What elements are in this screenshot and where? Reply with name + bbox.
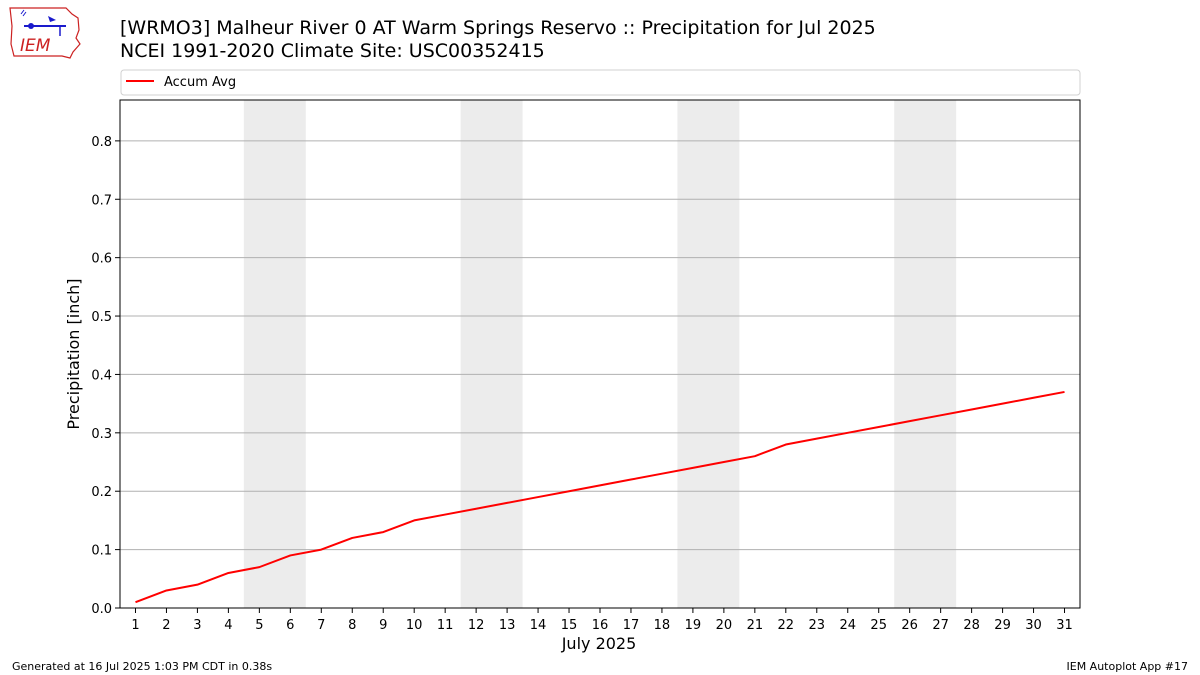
x-tick-label: 23	[809, 618, 826, 633]
chart-title: [WRMO3] Malheur River 0 AT Warm Springs …	[120, 17, 876, 39]
y-tick-label: 0.5	[91, 310, 112, 325]
y-tick-label: 0.0	[91, 602, 112, 617]
x-tick-label: 16	[592, 618, 609, 633]
generated-footer: Generated at 16 Jul 2025 1:03 PM CDT in …	[12, 660, 273, 673]
x-tick-label: 21	[747, 618, 764, 633]
iem-logo: IEM	[9, 7, 81, 59]
legend-box	[120, 69, 1081, 96]
y-tick-label: 0.8	[91, 135, 112, 150]
app-footer: IEM Autoplot App #17	[1066, 660, 1189, 673]
x-tick-label: 12	[468, 618, 485, 633]
x-tick-label: 4	[224, 618, 232, 633]
x-tick-label: 26	[901, 618, 918, 633]
grid-lines	[120, 140, 1080, 551]
weekend-band	[243, 100, 306, 608]
x-tick-label: 29	[994, 618, 1011, 633]
x-tick-label: 25	[870, 618, 887, 633]
x-tick-label: 14	[530, 618, 547, 633]
weekend-bands	[243, 100, 957, 608]
x-tick-label: 8	[348, 618, 356, 633]
x-tick-label: 20	[716, 618, 733, 633]
legend-label: Accum Avg	[164, 75, 236, 90]
y-tick-label: 0.6	[91, 252, 112, 267]
x-tick-label: 9	[379, 618, 387, 633]
legend: Accum Avg	[120, 69, 1081, 96]
x-tick-label: 30	[1025, 618, 1042, 633]
x-tick-label: 15	[561, 618, 578, 633]
x-tick-label: 31	[1056, 618, 1073, 633]
x-tick-label: 22	[778, 618, 795, 633]
y-tick-label: 0.2	[91, 485, 112, 500]
x-axis-label: July 2025	[561, 634, 637, 653]
y-tick-label: 0.3	[91, 427, 112, 442]
series-line	[135, 390, 1065, 604]
series-lines	[135, 390, 1065, 604]
chart-subtitle: NCEI 1991-2020 Climate Site: USC00352415	[120, 40, 545, 62]
x-tick-label: 7	[317, 618, 325, 633]
x-tick-label: 11	[437, 618, 454, 633]
y-tick-label: 0.1	[91, 544, 112, 559]
x-tick-label: 19	[685, 618, 702, 633]
x-tick-label: 17	[623, 618, 640, 633]
x-axis-ticks: 1 2 3 4 5 6 7 8 9 10 11 12 13 14 15 16 17 18 19 20 21 22 23 24 2…	[131, 608, 1073, 633]
x-tick-label: 10	[406, 618, 423, 633]
y-axis-label: Precipitation [inch]	[64, 278, 83, 429]
weekend-band	[894, 100, 957, 608]
x-tick-label: 3	[193, 618, 201, 633]
y-tick-label: 0.7	[91, 193, 112, 208]
x-tick-label: 2	[162, 618, 170, 633]
x-tick-label: 1	[131, 618, 139, 633]
x-tick-label: 24	[839, 618, 856, 633]
x-tick-label: 28	[963, 618, 980, 633]
logo-text: IEM	[20, 36, 51, 56]
x-tick-label: 27	[932, 618, 949, 633]
x-tick-label: 6	[286, 618, 294, 633]
x-tick-label: 13	[499, 618, 516, 633]
y-axis-ticks: 0.0 0.1 0.2 0.3 0.4 0.5 0.6 0.7 0.8	[91, 135, 120, 617]
y-tick-label: 0.4	[91, 368, 112, 383]
weekend-band	[677, 100, 740, 608]
weekend-band	[460, 100, 523, 608]
x-tick-label: 18	[654, 618, 671, 633]
x-tick-label: 5	[255, 618, 263, 633]
